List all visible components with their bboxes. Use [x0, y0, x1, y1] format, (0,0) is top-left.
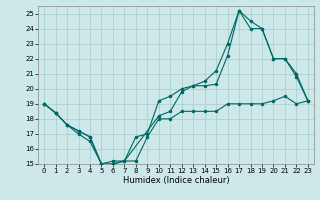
X-axis label: Humidex (Indice chaleur): Humidex (Indice chaleur): [123, 176, 229, 185]
